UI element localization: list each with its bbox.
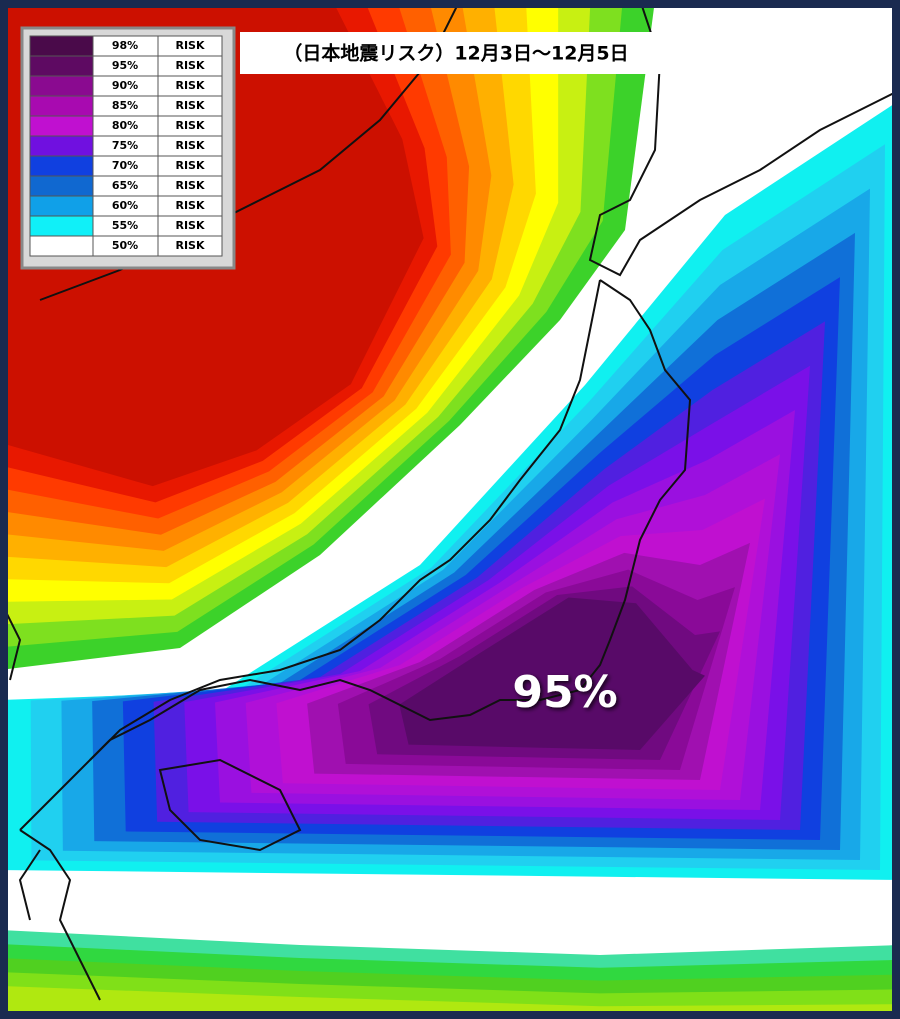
legend-cell [157,235,223,257]
legend-swatch [29,195,94,217]
legend-risk: RISK [175,239,204,252]
legend-swatch [29,115,94,137]
south-band [8,986,892,1011]
legend-swatch [29,95,94,117]
legend-swatch [29,235,94,257]
risk-annotation: 95% [512,667,617,718]
legend-risk: RISK [175,179,204,192]
legend-risk: RISK [175,99,204,112]
legend-label: 65% [112,179,138,192]
legend-risk: RISK [175,59,204,72]
shikoku-coast [158,758,302,852]
legend-label: 98% [112,39,138,52]
legend-label: 60% [112,199,138,212]
hokkaido-coast [588,8,892,277]
honshu-south-coast [19,279,692,831]
honshu-north-coast [89,279,601,761]
legend-risk: RISK [175,119,204,132]
legend-swatch [29,75,94,97]
legend-swatch [29,35,94,57]
title-box [240,32,672,74]
legend-label: 90% [112,79,138,92]
legend-label: 55% [112,219,138,232]
legend-risk: RISK [175,139,204,152]
legend: 98% RISK 95% RISK 90% RISK 85% RISK 80% RISK 75% RI… [20,26,236,270]
legend-label: 70% [112,159,138,172]
legend-risk: RISK [175,219,204,232]
title: （日本地震リスク）12月3日～12月5日 [283,42,628,65]
legend-label: 75% [112,139,138,152]
legend-label: 95% [112,59,138,72]
legend-label: 85% [112,99,138,112]
legend-swatch [29,55,94,77]
legend-risk: RISK [175,39,204,52]
legend-risk: RISK [175,199,204,212]
legend-risk: RISK [175,159,204,172]
legend-risk: RISK [175,79,204,92]
legend-label: 50% [112,239,138,252]
legend-swatch [29,135,94,157]
legend-swatch [29,175,94,197]
white-band [8,880,892,955]
legend-label: 80% [112,119,138,132]
kyushu-coast [18,829,101,1001]
legend-swatch [29,155,94,177]
legend-swatch [29,215,94,237]
